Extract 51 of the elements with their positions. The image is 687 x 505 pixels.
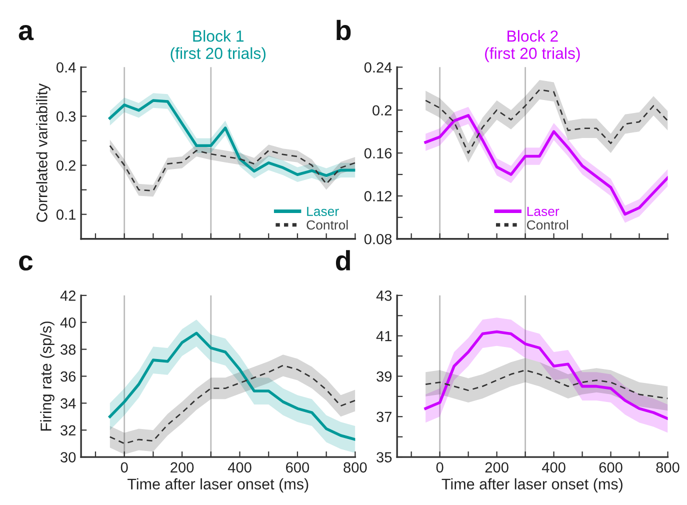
- y-tick-label: 34: [60, 398, 76, 409]
- text: c: [19, 255, 33, 271]
- legend-label: Control: [527, 220, 568, 230]
- y-tick-label: 38: [60, 344, 76, 355]
- x-axis-title: Time after laser onset (ms): [127, 478, 308, 492]
- x-tick-label: 800: [656, 462, 680, 473]
- text: b: [336, 20, 351, 40]
- x-tick-label: 400: [542, 462, 566, 473]
- y-tick-label: 35: [376, 452, 392, 462]
- y-tick-label: 0.4: [56, 62, 76, 73]
- y-tick-label: 41: [376, 331, 392, 342]
- line-series: [424, 330, 668, 420]
- y-tick-label: 0.2: [372, 105, 392, 116]
- y-tick-label: 0.3: [56, 111, 76, 122]
- line-series: [109, 364, 356, 444]
- chart-title: Block 2 (first 20 trials): [485, 30, 580, 62]
- line-series: [108, 332, 356, 441]
- legend-label: Laser: [307, 206, 339, 216]
- y-axis-title: Correlated variability: [36, 83, 50, 222]
- legend-label: Laser: [527, 206, 560, 216]
- y-tick-label: 30: [60, 452, 76, 462]
- x-tick-label: 800: [344, 462, 367, 473]
- y-tick-label: 40: [60, 317, 76, 328]
- y-tick-label: 42: [60, 290, 76, 301]
- x-tick-label: 200: [170, 462, 194, 473]
- x-tick-label: 0: [436, 462, 444, 473]
- y-tick-label: 36: [60, 371, 76, 382]
- text: d: [336, 250, 350, 271]
- y-tick-label: 37: [376, 412, 392, 422]
- y-tick-label: 43: [376, 290, 392, 301]
- x-tick-label: 0: [120, 462, 128, 473]
- x-tick-label: 600: [599, 462, 622, 473]
- y-tick-label: 0.2: [56, 160, 76, 171]
- chart-title: Block 1 (first 20 trials): [170, 30, 266, 62]
- line-series: [109, 144, 356, 192]
- legend-label: Control: [306, 220, 348, 230]
- text: a: [18, 25, 34, 40]
- x-axis-title: Time after laser onset (ms): [442, 478, 622, 492]
- y-tick-label: 0.1: [56, 209, 76, 220]
- y-tick-label: 0.08: [364, 234, 392, 244]
- x-tick-label: 400: [228, 462, 252, 473]
- line-series: [424, 369, 668, 400]
- y-tick-label: 0.24: [364, 62, 392, 73]
- y-tick-label: 32: [60, 425, 76, 436]
- y-axis-title: Firing rate (sp/s): [40, 322, 54, 431]
- y-tick-label: 0.16: [364, 148, 392, 158]
- y-tick-label: 39: [376, 371, 392, 382]
- y-tick-label: 0.12: [364, 191, 392, 202]
- line-series: [424, 89, 668, 154]
- x-tick-label: 200: [485, 462, 508, 473]
- x-tick-label: 600: [286, 462, 310, 473]
